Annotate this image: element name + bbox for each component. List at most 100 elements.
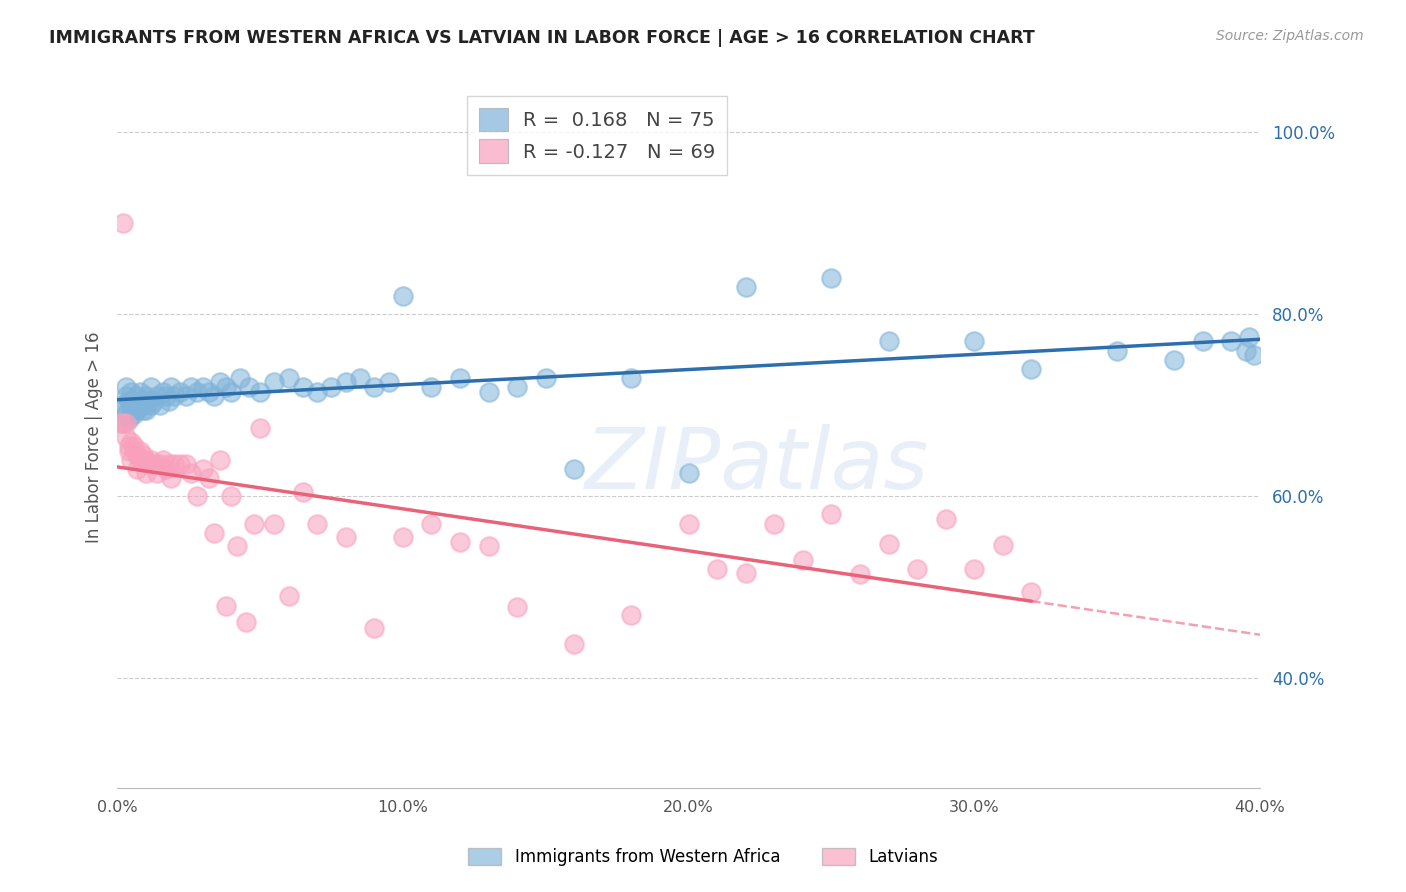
Point	[363, 621, 385, 635]
Point	[506, 600, 529, 615]
Y-axis label: In Labor Force | Age > 16: In Labor Force | Age > 16	[86, 331, 103, 543]
Point	[146, 467, 169, 481]
Point	[620, 371, 643, 385]
Point	[143, 458, 166, 472]
Point	[124, 439, 146, 453]
Point	[562, 462, 585, 476]
Point	[221, 384, 243, 399]
Point	[138, 458, 160, 472]
Point	[191, 380, 214, 394]
Point	[221, 489, 243, 503]
Point	[215, 599, 238, 613]
Point	[905, 562, 928, 576]
Point	[249, 384, 271, 399]
Point	[734, 566, 756, 580]
Point	[877, 536, 900, 550]
Point	[114, 389, 136, 403]
Point	[877, 334, 900, 349]
Text: Source: ZipAtlas.com: Source: ZipAtlas.com	[1216, 29, 1364, 43]
Point	[163, 458, 186, 472]
Point	[792, 553, 814, 567]
Point	[127, 389, 149, 403]
Point	[174, 389, 197, 403]
Point	[449, 371, 471, 385]
Point	[763, 516, 786, 531]
Point	[1220, 334, 1243, 349]
Point	[249, 421, 271, 435]
Point	[478, 540, 501, 554]
Point	[129, 384, 152, 399]
Point	[146, 389, 169, 403]
Point	[152, 453, 174, 467]
Point	[562, 637, 585, 651]
Point	[152, 384, 174, 399]
Point	[449, 534, 471, 549]
Point	[111, 216, 134, 230]
Point	[678, 516, 700, 531]
Point	[229, 371, 252, 385]
Point	[534, 371, 557, 385]
Point	[263, 516, 285, 531]
Point	[114, 380, 136, 394]
Point	[1191, 334, 1213, 349]
Point	[1021, 585, 1043, 599]
Point	[202, 525, 225, 540]
Point	[132, 402, 155, 417]
Point	[141, 453, 163, 467]
Point	[243, 516, 266, 531]
Point	[935, 512, 957, 526]
Point	[506, 380, 529, 394]
Point	[124, 407, 146, 421]
Point	[1234, 343, 1257, 358]
Point	[963, 334, 986, 349]
Point	[734, 279, 756, 293]
Point	[226, 540, 249, 554]
Point	[620, 607, 643, 622]
Point	[186, 384, 208, 399]
Point	[132, 398, 155, 412]
Point	[143, 393, 166, 408]
Point	[820, 270, 842, 285]
Point	[197, 384, 219, 399]
Point	[117, 443, 139, 458]
Point	[849, 566, 872, 581]
Point	[1237, 330, 1260, 344]
Point	[321, 380, 343, 394]
Point	[127, 402, 149, 417]
Point	[208, 376, 231, 390]
Point	[180, 467, 202, 481]
Point	[129, 453, 152, 467]
Point	[820, 508, 842, 522]
Point	[132, 448, 155, 462]
Point	[202, 389, 225, 403]
Point	[114, 430, 136, 444]
Point	[157, 393, 180, 408]
Legend: R =  0.168   N = 75, R = -0.127   N = 69: R = 0.168 N = 75, R = -0.127 N = 69	[467, 96, 727, 175]
Point	[135, 389, 157, 403]
Point	[121, 402, 143, 417]
Point	[1021, 361, 1043, 376]
Point	[114, 417, 136, 431]
Point	[1107, 343, 1129, 358]
Point	[124, 398, 146, 412]
Point	[291, 380, 314, 394]
Point	[307, 384, 329, 399]
Point	[127, 462, 149, 476]
Point	[114, 407, 136, 421]
Point	[163, 389, 186, 403]
Point	[111, 398, 134, 412]
Point	[678, 467, 700, 481]
Point	[307, 516, 329, 531]
Point	[420, 380, 443, 394]
Point	[169, 458, 191, 472]
Point	[197, 471, 219, 485]
Point	[157, 458, 180, 472]
Point	[215, 380, 238, 394]
Point	[1163, 352, 1185, 367]
Point	[238, 380, 260, 394]
Point	[277, 371, 299, 385]
Point	[363, 380, 385, 394]
Point	[186, 489, 208, 503]
Point	[155, 462, 177, 476]
Text: ZIPatlas: ZIPatlas	[585, 424, 929, 507]
